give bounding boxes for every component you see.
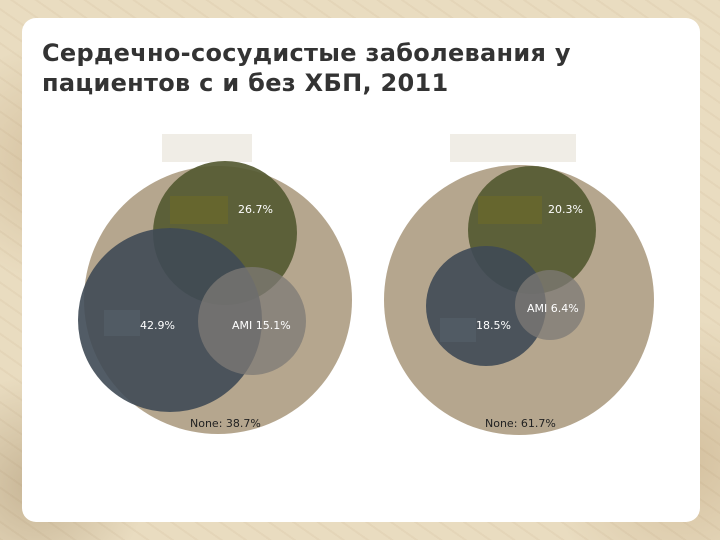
left-circle xyxy=(78,228,262,412)
title-line-2: пациентов с и без ХБП, 2011 xyxy=(42,69,449,97)
left-percent-label: 42.9% xyxy=(140,319,175,332)
upper-label-swatch xyxy=(478,196,542,224)
ami-label: AMI 6.4% xyxy=(527,302,579,315)
left-label-swatch xyxy=(104,310,140,336)
venn-diagram-no-ckd: 20.3% 18.5% AMI 6.4% None: 61.7% xyxy=(384,134,654,435)
none-label: None: 38.7% xyxy=(190,417,261,430)
ami-label: AMI 15.1% xyxy=(232,319,291,332)
none-label: None: 61.7% xyxy=(485,417,556,430)
diagram-header-placeholder xyxy=(450,134,576,162)
upper-percent-label: 26.7% xyxy=(238,203,273,216)
upper-label-swatch xyxy=(170,196,228,224)
venn-diagram-ckd: 26.7% 42.9% AMI 15.1% None: 38.7% xyxy=(78,134,352,434)
ami-circle xyxy=(198,267,306,375)
slide-title: Сердечно-сосудистые заболевания у пациен… xyxy=(42,38,642,98)
diagram-header-placeholder xyxy=(162,134,252,162)
left-percent-label: 18.5% xyxy=(476,319,511,332)
title-line-1: Сердечно-сосудистые заболевания у xyxy=(42,39,571,67)
ami-circle xyxy=(515,270,585,340)
left-label-swatch xyxy=(440,318,476,342)
upper-percent-label: 20.3% xyxy=(548,203,583,216)
